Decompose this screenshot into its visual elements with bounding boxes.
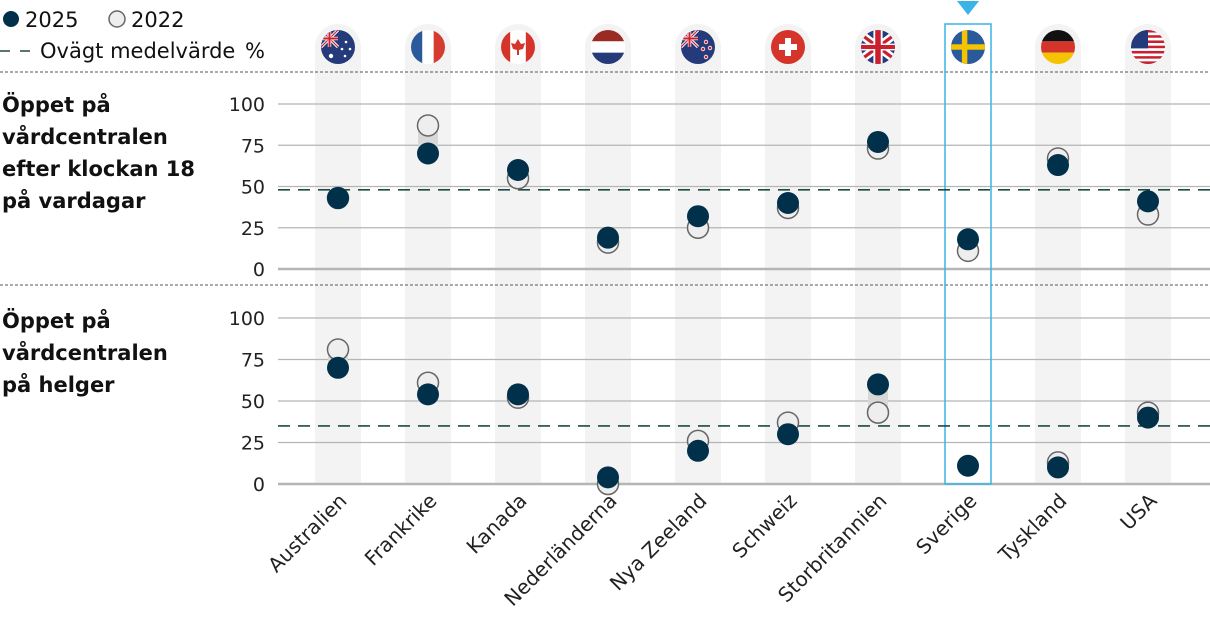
x-tick-label: Kanada <box>462 489 532 559</box>
column-band <box>675 72 721 484</box>
australia-flag-icon <box>321 30 355 64</box>
y-tick-label: 25 <box>241 433 265 455</box>
y-tick-label: 0 <box>253 259 265 281</box>
point-2025 <box>777 192 799 214</box>
y-tick-label: 75 <box>241 135 265 157</box>
legend: 2025 2022 Ovägt medelvärde% <box>0 8 265 63</box>
point-2025 <box>1047 456 1069 479</box>
panel-title-line: vårdcentralen <box>2 124 168 149</box>
highlight-column <box>944 1 992 485</box>
panel-title-line: efter klockan 18 <box>2 157 195 181</box>
netherlands-flag-icon <box>591 30 625 64</box>
point-2025 <box>597 226 619 249</box>
x-tick-label: Australien <box>263 489 352 578</box>
point-2025 <box>867 373 889 396</box>
point-2025 <box>957 454 979 477</box>
column-band <box>315 72 361 484</box>
highlight-box <box>944 23 992 485</box>
x-tick-label: USA <box>1115 488 1161 534</box>
point-2022 <box>416 114 440 137</box>
legend-2025-marker <box>3 11 19 27</box>
panel-title-line: Öppet på <box>2 308 111 333</box>
panel-title-line: Öppet på <box>2 92 111 117</box>
point-2025 <box>327 187 349 210</box>
panel-title-line: på vardagar <box>2 188 146 213</box>
point-2025 <box>687 205 709 228</box>
point-2025 <box>327 356 349 379</box>
point-2025 <box>777 423 799 446</box>
panel-title-line: på helger <box>2 372 115 397</box>
point-2025 <box>1137 406 1159 429</box>
unit-label: % <box>245 39 265 63</box>
switzerland-flag-icon <box>771 30 805 64</box>
point-2025 <box>687 439 709 462</box>
point-2025 <box>417 383 439 406</box>
labels: 0 25 50 75 100 Öppet på vårdcentralen efter klo… <box>2 92 1162 611</box>
y-tick-label: 75 <box>241 350 265 372</box>
x-tick-label: Sverige <box>911 489 981 559</box>
point-2025 <box>957 228 979 251</box>
column-bands <box>315 24 1171 484</box>
point-2025 <box>417 142 439 165</box>
point-2025 <box>867 130 889 153</box>
france-flag-icon <box>411 30 445 64</box>
column-band <box>585 72 631 484</box>
x-tick-label: Schweiz <box>727 489 801 563</box>
panel-title-line: vårdcentralen <box>2 340 168 365</box>
y-tick-label: 50 <box>241 391 265 413</box>
germany-flag-icon <box>1041 30 1075 64</box>
point-2025 <box>1137 190 1159 213</box>
point-2025 <box>597 466 619 489</box>
point-2022 <box>866 401 890 424</box>
usa-flag-icon <box>1131 30 1165 64</box>
y-tick-label: 100 <box>229 94 265 116</box>
legend-2022-label: 2022 <box>131 8 184 32</box>
x-tick-label: Frankrike <box>360 489 442 571</box>
column-band <box>1035 72 1081 484</box>
y-tick-label: 25 <box>241 218 265 240</box>
highlight-marker-icon <box>957 1 979 15</box>
x-tick-label: Nya Zeeland <box>605 489 712 596</box>
column-band <box>495 72 541 484</box>
point-2025 <box>1047 154 1069 177</box>
legend-2022-marker <box>108 10 126 28</box>
y-tick-label: 0 <box>253 474 265 496</box>
y-tick-label: 50 <box>241 177 265 199</box>
legend-mean-label: Ovägt medelvärde <box>40 39 235 63</box>
x-tick-label: Tyskland <box>993 489 1072 568</box>
new-zealand-flag-icon <box>681 30 715 64</box>
canada-flag-icon <box>501 30 535 64</box>
gridlines <box>0 71 1210 486</box>
legend-2025-label: 2025 <box>25 8 78 32</box>
sweden-flag-icon <box>951 30 985 64</box>
data-marks <box>278 114 1210 496</box>
y-tick-label: 100 <box>229 308 265 330</box>
point-2025 <box>507 159 529 181</box>
point-2025 <box>507 383 529 406</box>
